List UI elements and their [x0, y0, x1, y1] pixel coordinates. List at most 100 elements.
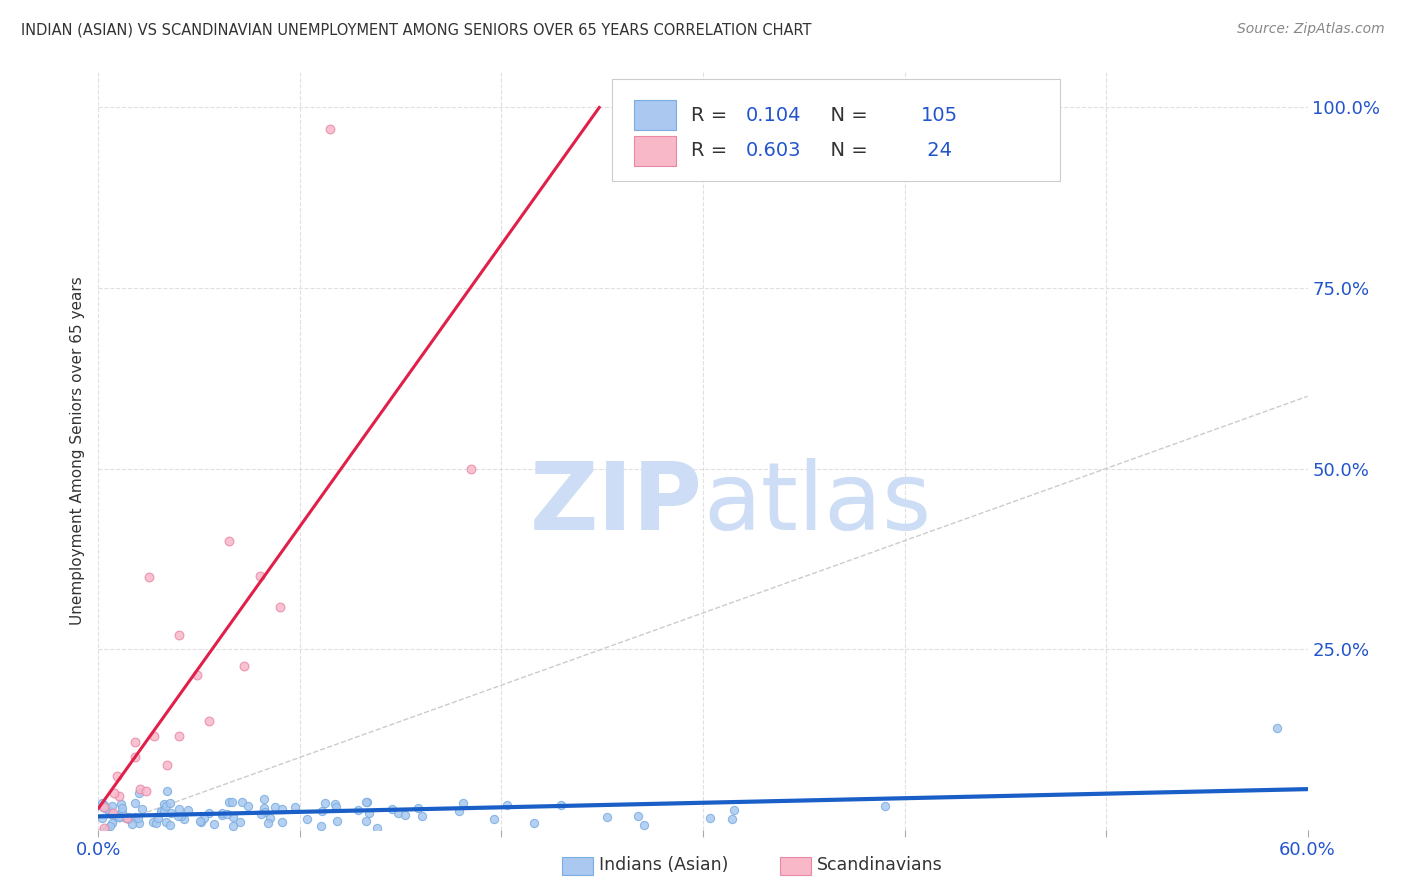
Point [103, 786, 125, 800]
Point [156, 757, 179, 772]
Point [170, 809, 193, 823]
Point [149, 805, 172, 819]
Point [198, 805, 221, 820]
Point [131, 802, 153, 816]
Point [211, 806, 233, 821]
Point [394, 808, 416, 822]
Point [873, 799, 896, 814]
Point [284, 800, 307, 814]
Point [250, 807, 273, 822]
Point [101, 799, 124, 814]
Point [105, 810, 128, 824]
Point [94, 801, 117, 815]
Bar [634, 100, 676, 130]
Point [381, 802, 404, 816]
Point [186, 668, 208, 682]
Point [496, 797, 519, 812]
Point [105, 768, 128, 782]
Point [253, 801, 276, 815]
Point [155, 798, 177, 813]
Point [627, 809, 650, 823]
Point [309, 819, 332, 833]
Point [249, 568, 271, 582]
Point [121, 816, 143, 830]
Text: 24: 24 [921, 142, 952, 161]
Point [138, 570, 160, 584]
FancyBboxPatch shape [613, 79, 1060, 181]
Point [411, 809, 433, 823]
Point [148, 811, 170, 825]
Point [98, 804, 121, 818]
Point [104, 808, 127, 822]
Text: Indians (Asian): Indians (Asian) [599, 856, 728, 874]
Point [271, 815, 294, 830]
Point [460, 461, 482, 475]
Point [101, 815, 124, 830]
Point [633, 818, 655, 832]
Point [100, 807, 122, 822]
Point [124, 811, 146, 825]
Point [159, 818, 181, 832]
Point [259, 811, 281, 825]
Point [93, 797, 115, 812]
Point [167, 729, 190, 743]
Point [254, 805, 277, 819]
Point [326, 814, 349, 828]
Point [357, 805, 380, 820]
Point [96, 822, 118, 836]
Point [347, 803, 370, 817]
Point [142, 729, 165, 743]
Text: 0.603: 0.603 [745, 142, 801, 161]
Point [723, 803, 745, 817]
Point [160, 806, 183, 821]
Point [218, 533, 240, 548]
Point [142, 814, 165, 829]
Point [128, 816, 150, 830]
Text: R =: R = [690, 106, 734, 125]
Point [217, 806, 239, 821]
Point [93, 799, 115, 814]
Point [319, 122, 342, 136]
Point [211, 807, 233, 822]
Point [721, 813, 744, 827]
Point [198, 714, 221, 729]
Point [323, 797, 346, 811]
Point [408, 801, 430, 815]
Point [231, 795, 253, 809]
Point [221, 819, 243, 833]
Point [128, 786, 150, 800]
Point [190, 814, 212, 829]
Point [159, 797, 181, 811]
Point [153, 804, 176, 818]
Point [257, 816, 280, 830]
Point [193, 811, 215, 825]
Point [93, 821, 115, 835]
Point [236, 799, 259, 814]
Point [699, 811, 721, 825]
Bar [634, 136, 676, 166]
Point [145, 815, 167, 830]
Point [311, 804, 333, 818]
Point [167, 809, 190, 823]
Point [387, 806, 409, 821]
Point [354, 796, 377, 810]
Text: N =: N = [818, 106, 875, 125]
Point [115, 811, 138, 825]
Point [550, 798, 572, 813]
Point [218, 795, 240, 809]
Point [111, 805, 134, 819]
Point [1267, 722, 1289, 736]
Point [264, 800, 287, 814]
Text: INDIAN (ASIAN) VS SCANDINAVIAN UNEMPLOYMENT AMONG SENIORS OVER 65 YEARS CORRELAT: INDIAN (ASIAN) VS SCANDINAVIAN UNEMPLOYM… [21, 22, 811, 37]
Point [101, 805, 124, 820]
Point [155, 814, 177, 829]
Point [221, 796, 243, 810]
Point [129, 782, 152, 797]
Point [118, 812, 141, 826]
Y-axis label: Unemployment Among Seniors over 65 years: Unemployment Among Seniors over 65 years [70, 277, 86, 624]
Point [523, 815, 546, 830]
Point [167, 627, 190, 641]
Text: 105: 105 [921, 106, 957, 125]
Point [232, 659, 254, 673]
Point [449, 804, 471, 818]
